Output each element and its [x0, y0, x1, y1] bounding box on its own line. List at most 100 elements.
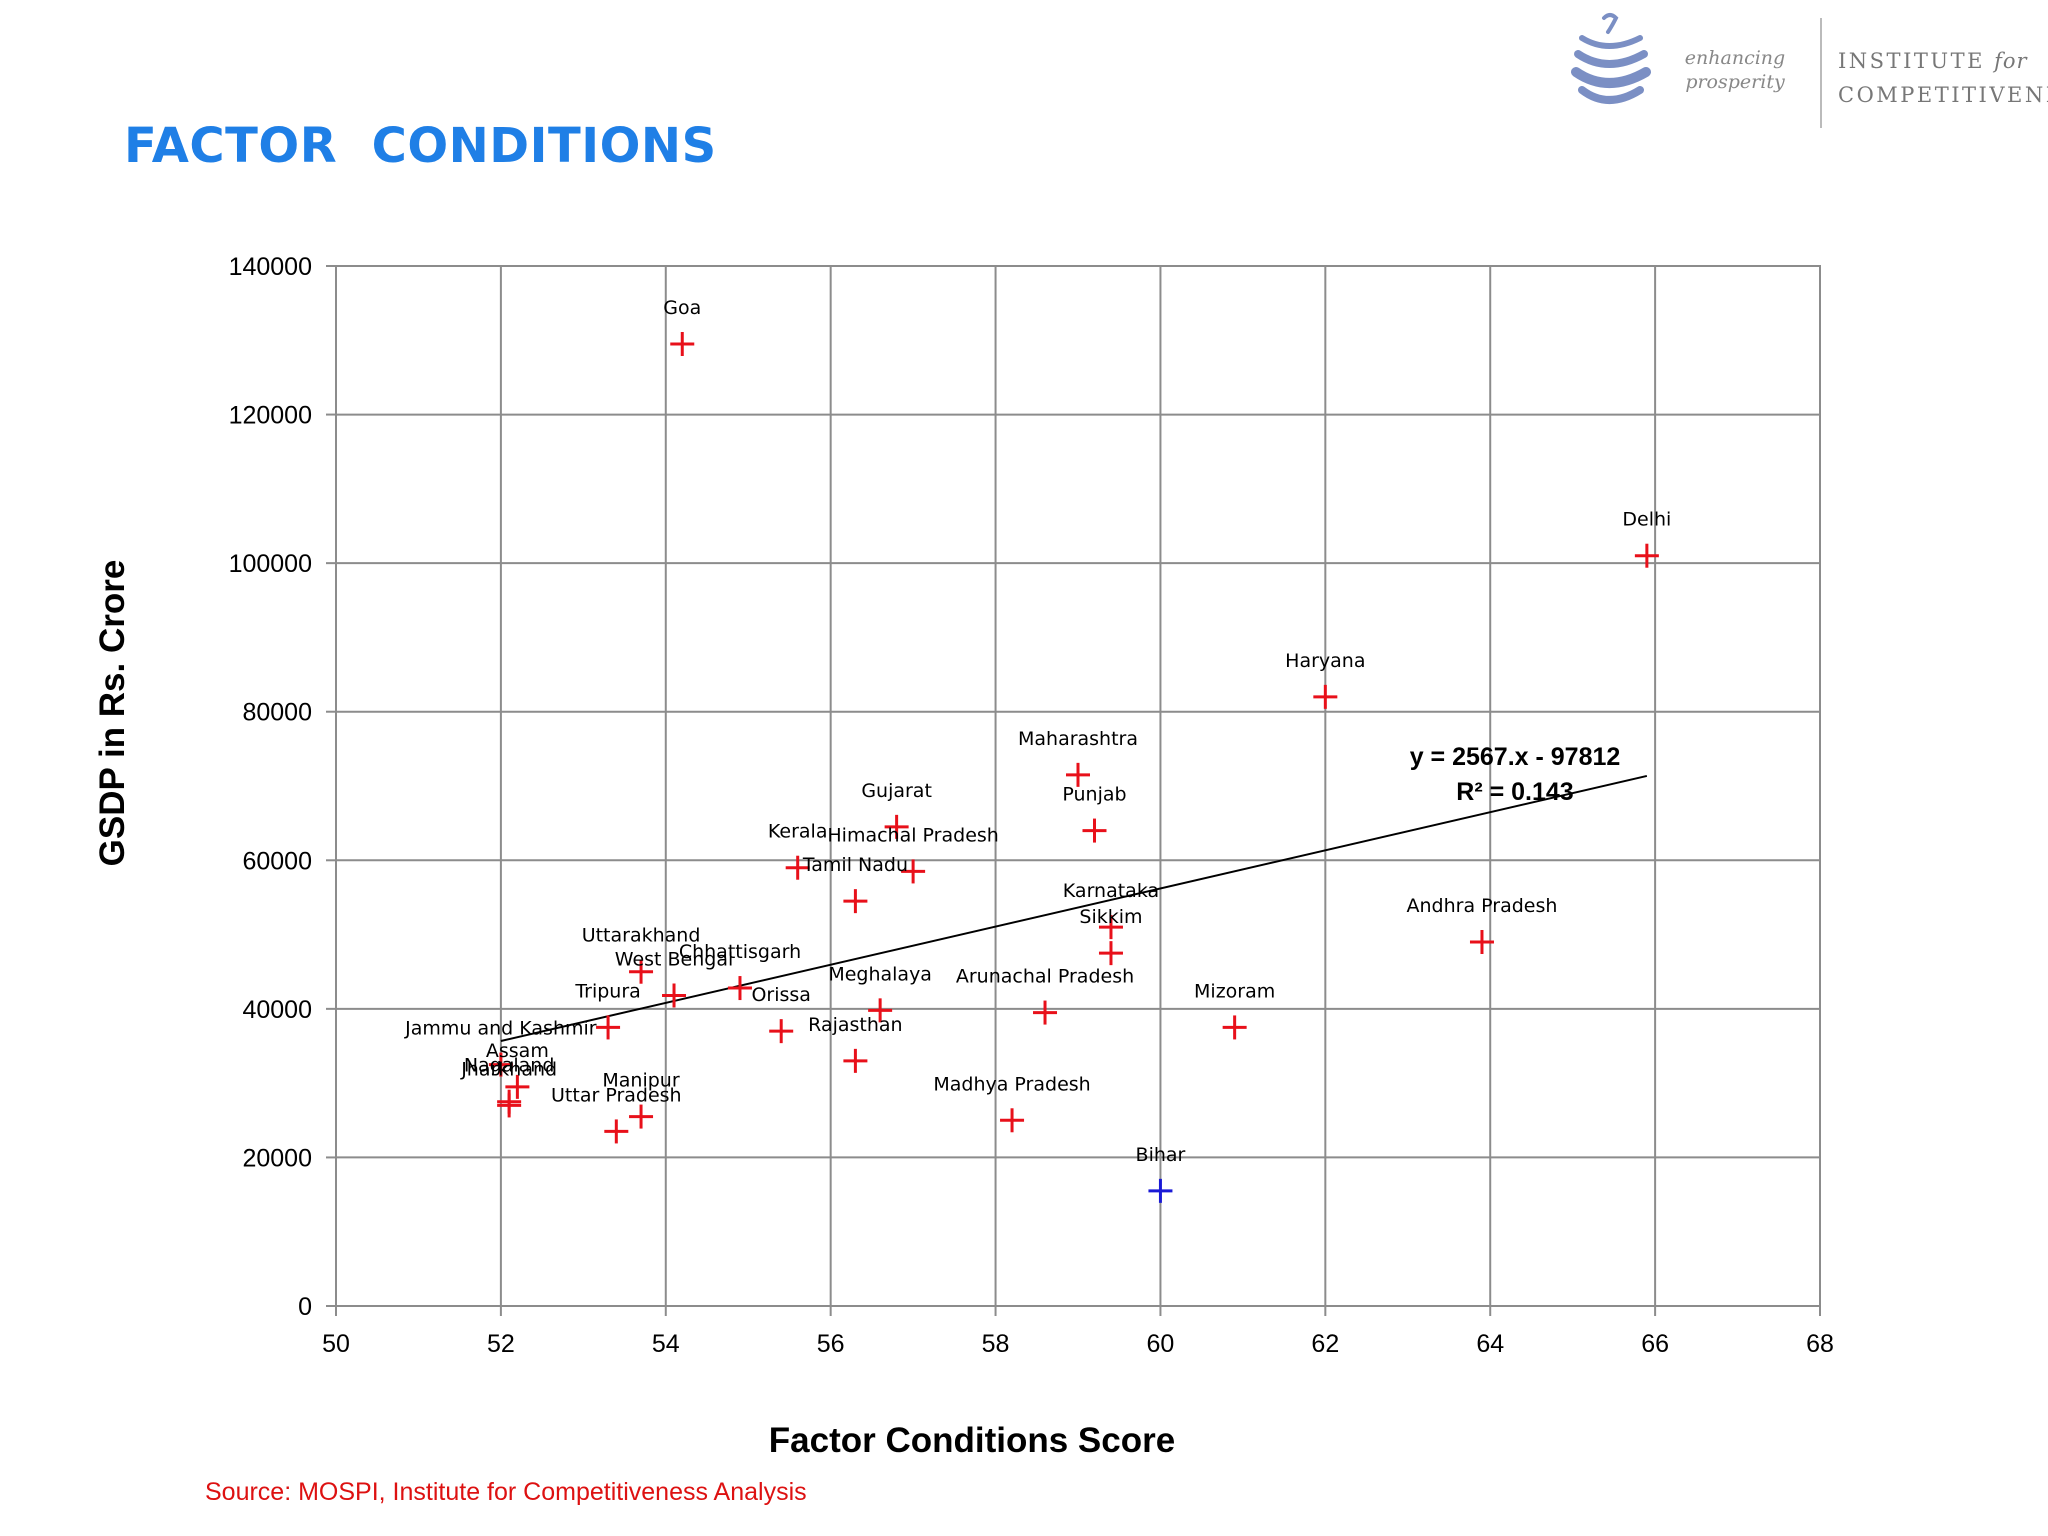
point-label-uttarakhand: Uttarakhand	[582, 925, 701, 947]
point-assam	[505, 1074, 530, 1099]
institute-name-line-1: INSTITUTE for	[1838, 44, 2048, 78]
x-tick-label: 56	[817, 1330, 845, 1358]
point-jharkhand	[497, 1093, 522, 1118]
x-tick-label: 58	[982, 1330, 1010, 1358]
point-label-orissa: Orissa	[751, 984, 811, 1006]
point-label-haryana: Haryana	[1285, 650, 1365, 672]
institute-word: INSTITUTE	[1838, 49, 1985, 73]
point-label-sikkim: Sikkim	[1079, 906, 1142, 928]
point-label-punjab: Punjab	[1062, 784, 1126, 806]
point-mizoram	[1222, 1015, 1247, 1040]
data-points	[488, 332, 1659, 1203]
point-label-west-bengal: West Bengal	[615, 948, 734, 970]
point-label-himachal-pradesh: Himachal Pradesh	[827, 824, 998, 846]
y-tick-label: 120000	[229, 402, 312, 430]
x-tick-label: 50	[322, 1330, 350, 1358]
y-tick-label: 40000	[242, 996, 312, 1024]
point-label-delhi: Delhi	[1622, 509, 1671, 531]
point-label-manipur: Manipur	[602, 1070, 679, 1092]
point-label-meghalaya: Meghalaya	[828, 963, 932, 985]
point-meghalaya	[868, 998, 893, 1023]
point-orissa	[769, 1019, 794, 1044]
point-chhattisgarh	[727, 976, 752, 1001]
x-tick-label: 68	[1806, 1330, 1834, 1358]
point-karnataka	[1098, 915, 1123, 940]
x-tick-label: 66	[1641, 1330, 1669, 1358]
point-jammu-and-kashmir	[488, 1052, 513, 1077]
point-label-nagaland: Nagaland	[464, 1055, 555, 1077]
point-delhi	[1634, 543, 1659, 568]
point-label-chhattisgarh: Chhattisgarh	[679, 941, 801, 963]
point-gujarat	[884, 814, 909, 839]
point-haryana	[1313, 684, 1338, 709]
point-label-assam: Assam	[486, 1040, 549, 1062]
point-madhya-pradesh	[1000, 1108, 1025, 1133]
point-label-tripura: Tripura	[574, 980, 640, 1002]
y-tick-label: 20000	[242, 1144, 312, 1172]
y-tick-label: 140000	[229, 253, 312, 281]
point-label-jammu-and-kashmir: Jammu and Kashmir	[404, 1018, 597, 1040]
tagline-line-1: enhancing	[1684, 47, 1786, 69]
point-west-bengal	[662, 983, 687, 1008]
trendline-equation: y = 2567.x - 97812	[1410, 743, 1621, 771]
point-label-arunachal-pradesh: Arunachal Pradesh	[956, 966, 1134, 988]
point-label-madhya-pradesh: Madhya Pradesh	[933, 1073, 1090, 1095]
logo-institute-name: INSTITUTE for COMPETITIVENESS	[1838, 44, 2048, 112]
for-word: for	[1994, 49, 2028, 73]
x-tick-label: 64	[1476, 1330, 1504, 1358]
plot-frame	[335, 265, 1821, 1307]
point-label-maharashtra: Maharashtra	[1018, 728, 1138, 750]
x-axis-label: Factor Conditions Score	[769, 1421, 1175, 1460]
point-label-jharkhand: Jharkhand	[460, 1058, 557, 1080]
y-axis-ticks: 0 20000 40000 60000 80000 100000 120000 140000	[229, 253, 336, 1321]
point-label-mizoram: Mizoram	[1194, 980, 1275, 1002]
point-bihar	[1148, 1178, 1173, 1203]
point-label-tamil-nadu: Tamil Nadu	[802, 854, 908, 876]
point-label-gujarat: Gujarat	[861, 780, 932, 802]
point-arunachal-pradesh	[1033, 1000, 1058, 1025]
y-tick-label: 100000	[229, 550, 312, 578]
emblem-strokes	[1571, 13, 1651, 104]
point-label-karnataka: Karnataka	[1063, 880, 1159, 902]
point-uttarakhand	[629, 959, 654, 984]
trendline-r-squared: R² = 0.143	[1456, 778, 1573, 806]
point-label-uttar-pradesh: Uttar Pradesh	[551, 1084, 682, 1106]
x-axis-ticks: 50 52 54 56 58 60 62 64 66 68	[322, 1306, 1834, 1358]
point-label-bihar: Bihar	[1136, 1144, 1186, 1166]
point-himachal-pradesh	[901, 859, 926, 884]
point-uttar-pradesh	[604, 1119, 629, 1144]
institute-name-line-2: COMPETITIVENESS	[1838, 83, 2048, 107]
point-maharashtra	[1066, 762, 1090, 787]
point-manipur	[629, 1104, 654, 1129]
leaf-emblem-icon	[1571, 13, 1651, 104]
x-tick-label: 62	[1311, 1330, 1339, 1358]
point-label-goa: Goa	[663, 297, 701, 319]
point-andhra-pradesh	[1469, 930, 1494, 954]
x-tick-label: 54	[652, 1330, 680, 1358]
institute-logo: enhancing prosperity INSTITUTE for COMPE…	[1560, 10, 2048, 130]
point-goa	[670, 332, 695, 356]
logo-tagline: enhancing prosperity	[1660, 46, 1810, 94]
x-tick-label: 60	[1147, 1330, 1175, 1358]
slide-title: FACTOR CONDITIONS	[124, 118, 717, 174]
point-label-kerala: Kerala	[768, 821, 828, 843]
x-tick-label: 52	[487, 1330, 515, 1358]
point-punjab	[1082, 818, 1107, 843]
trendline	[500, 774, 1648, 1042]
point-labels: Goa Delhi Haryana Maharashtra Punjab Gujarat K…	[404, 297, 1671, 1166]
point-tamil-nadu	[843, 889, 868, 914]
point-rajasthan	[843, 1048, 868, 1073]
y-tick-label: 80000	[242, 699, 312, 727]
point-label-rajasthan: Rajasthan	[808, 1014, 902, 1036]
point-kerala	[785, 855, 810, 880]
point-sikkim	[1098, 941, 1123, 966]
source-note: Source: MOSPI, Institute for Competitive…	[205, 1478, 807, 1506]
y-axis-label: GSDP in Rs. Crore	[93, 560, 132, 867]
y-tick-label: 0	[298, 1293, 312, 1321]
point-tripura	[596, 1015, 621, 1040]
tagline-line-2: prosperity	[1685, 71, 1785, 93]
y-tick-label: 60000	[242, 847, 312, 875]
point-label-andhra-pradesh: Andhra Pradesh	[1407, 895, 1558, 917]
logo-divider	[1820, 18, 1822, 128]
